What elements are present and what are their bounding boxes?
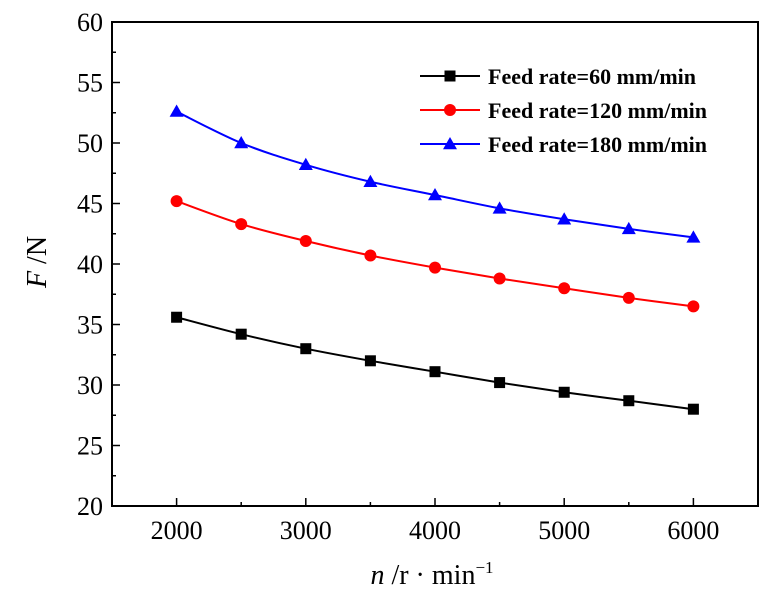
y-tick-label: 25 [77,432,103,461]
data-point [364,249,377,262]
data-point [494,377,506,389]
data-point [687,403,699,415]
series-line [176,110,694,239]
data-point [686,230,701,243]
data-point [235,328,247,340]
legend-entry-1: Feed rate=60 mm/min [420,64,696,89]
legend-label: Feed rate=60 mm/min [488,64,696,89]
data-point [298,157,313,171]
y-tick-label: 40 [77,250,103,279]
series-2 [170,195,700,313]
y-tick-label: 45 [77,190,103,219]
y-axis-unit: /N [22,236,53,271]
data-point [363,174,378,187]
x-tick-label: 4000 [409,516,461,545]
axis-tick-labels: 2000 3000 4000 5000 6000 20 25 30 35 40 45 50 55 60 [77,8,719,545]
y-axis-variable: F [22,270,53,289]
data-point [429,366,441,378]
y-tick-label: 55 [77,69,103,98]
series-1 [171,311,699,415]
x-axis-title: n /r · min−1 [370,558,493,591]
data-point [622,291,635,304]
data-point [171,311,183,323]
legend-marker [444,70,456,82]
data-point [428,188,442,201]
data-point [558,386,570,398]
x-tick-label: 5000 [538,516,590,545]
series-line [176,200,694,308]
series-layer [169,104,701,415]
legend-entry-2: Feed rate=120 mm/min [420,98,707,123]
axis-ticks [112,21,695,507]
data-point [234,136,249,149]
data-point [687,300,700,313]
x-axis-variable: n [370,560,384,591]
y-tick-label: 30 [77,371,103,400]
y-tick-label: 60 [77,8,103,37]
legend-marker [444,104,456,116]
y-axis-title: F /N [22,236,53,289]
data-point [429,261,441,274]
data-point [170,195,183,208]
x-axis-unit: /r · min [384,560,475,591]
series-3 [169,104,701,243]
data-point [299,235,312,248]
series-line [176,316,694,411]
data-point [557,212,572,225]
y-tick-label: 50 [77,129,103,158]
data-point [300,343,312,355]
data-point [558,282,571,295]
legend-entry-3: Feed rate=180 mm/min [420,132,707,157]
x-tick-label: 3000 [280,516,332,545]
data-point [492,201,507,214]
data-point [364,355,376,367]
x-tick-label: 2000 [151,516,203,545]
data-point [493,272,506,285]
x-tick-label: 6000 [667,516,719,545]
x-axis-unit-exponent: −1 [475,558,493,577]
data-point [235,218,248,231]
y-tick-label: 20 [77,492,103,521]
y-tick-label: 35 [77,311,103,340]
data-point [621,221,636,235]
legend-label: Feed rate=120 mm/min [488,98,707,123]
legend: Feed rate=60 mm/min Feed rate=120 mm/min F… [420,64,707,157]
legend-label: Feed rate=180 mm/min [488,132,707,157]
legend-marker [443,137,457,150]
data-point [623,395,635,407]
data-point [169,104,184,117]
